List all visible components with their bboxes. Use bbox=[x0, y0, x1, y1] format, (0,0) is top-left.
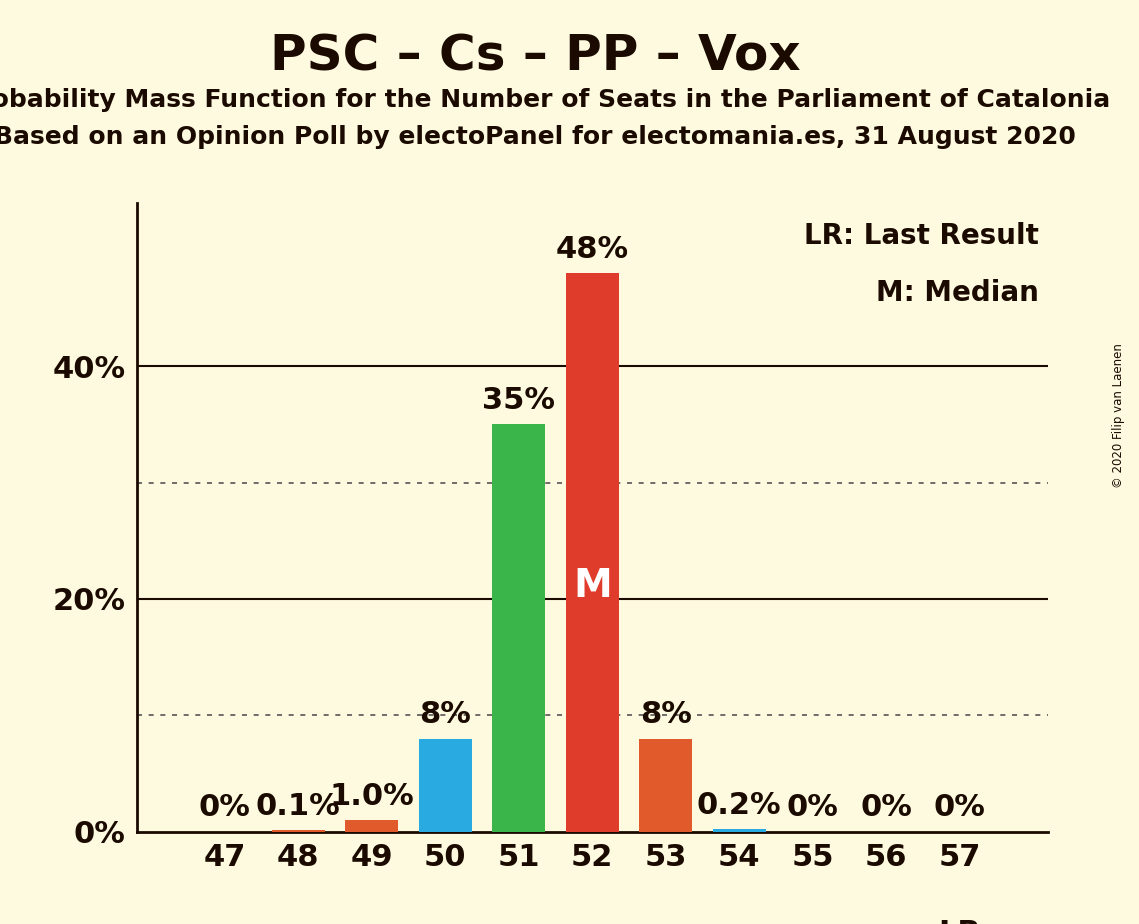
Text: LR: LR bbox=[939, 918, 981, 924]
Text: 0%: 0% bbox=[199, 794, 251, 822]
Text: 8%: 8% bbox=[640, 700, 691, 729]
Bar bbox=[713, 829, 765, 832]
Bar bbox=[272, 831, 325, 832]
Text: 8%: 8% bbox=[419, 700, 472, 729]
Text: Probability Mass Function for the Number of Seats in the Parliament of Catalonia: Probability Mass Function for the Number… bbox=[0, 88, 1109, 112]
Text: 0%: 0% bbox=[860, 794, 912, 822]
Text: 35%: 35% bbox=[482, 386, 556, 415]
Bar bbox=[419, 738, 472, 832]
Text: M: M bbox=[573, 566, 612, 605]
Bar bbox=[566, 274, 618, 832]
Text: M: Median: M: Median bbox=[876, 279, 1039, 307]
Bar bbox=[345, 820, 399, 832]
Text: © 2020 Filip van Laenen: © 2020 Filip van Laenen bbox=[1112, 344, 1125, 488]
Text: 0.2%: 0.2% bbox=[697, 791, 781, 820]
Text: 1.0%: 1.0% bbox=[329, 782, 415, 810]
Text: LR: Last Result: LR: Last Result bbox=[804, 222, 1039, 250]
Text: 48%: 48% bbox=[556, 235, 629, 263]
Bar bbox=[492, 424, 546, 832]
Text: 0%: 0% bbox=[787, 794, 838, 822]
Text: Based on an Opinion Poll by electoPanel for electomania.es, 31 August 2020: Based on an Opinion Poll by electoPanel … bbox=[0, 125, 1076, 149]
Text: 0%: 0% bbox=[934, 794, 985, 822]
Text: PSC – Cs – PP – Vox: PSC – Cs – PP – Vox bbox=[270, 32, 801, 80]
Bar bbox=[639, 738, 693, 832]
Text: 0.1%: 0.1% bbox=[256, 792, 341, 821]
